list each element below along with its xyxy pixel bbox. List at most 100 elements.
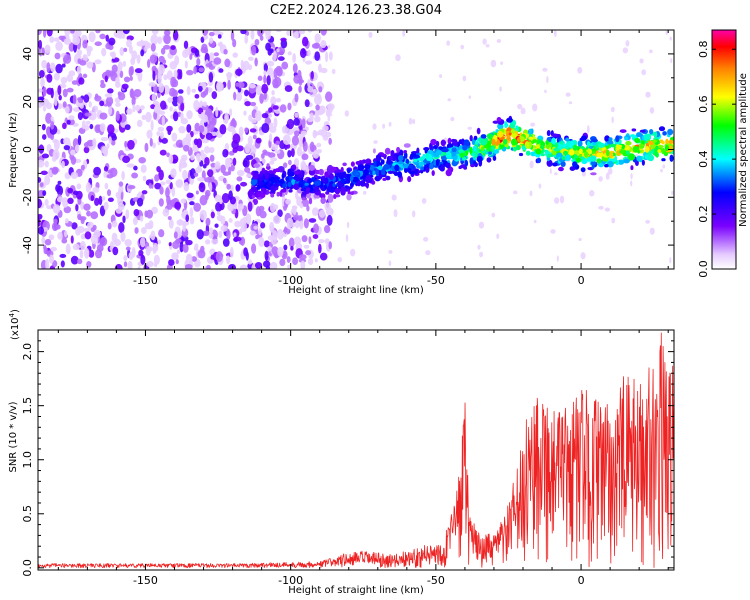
spectrogram-ridge-cell [518,152,524,157]
spectrogram-noise-cell [248,56,254,61]
snr-x-axis-label: Height of straight line (km) [288,585,424,596]
spectrogram-ridge-cell [403,152,408,160]
spectrogram-noise-cell [182,243,189,253]
spectrogram-ridge-cell [267,170,274,174]
spectrogram-noise-cell [227,126,236,132]
spectrogram-noise-cell [275,140,281,145]
spectrogram-noise-cell [283,226,288,234]
spectrogram-noise-cell [344,110,350,117]
spectrogram-ridge-cell [590,155,597,162]
spectrogram-noise-cell [309,112,314,122]
spectrogram-noise-cell [529,160,534,169]
spectrogram-noise-cell [172,241,180,250]
spectrogram-noise-cell [171,132,178,142]
spectrogram-noise-cell [318,243,322,254]
spectrogram-noise-cell [328,51,333,61]
spectrogram-noise-cell [78,77,85,85]
spectrogram-noise-cell [98,195,103,206]
spectrogram-noise-cell [55,224,61,230]
spectrogram-noise-cell [66,87,74,93]
spectrogram-noise-cell [70,171,78,180]
spectrogram-noise-cell [362,190,367,195]
spectrogram-noise-cell [166,70,173,80]
colorbar: 0.0 0.2 0.4 0.6 0.8 Normalized spectral ampl… [697,29,749,278]
spectrogram-noise-cell [331,68,336,75]
colorbar-tick-label: 0.6 [697,95,710,113]
spectrogram-noise-cell [138,249,144,257]
spectrogram-noise-cell [99,33,106,40]
spectrogram-ridge-cell [349,182,354,188]
spectrogram-noise-cell [161,116,166,127]
spectrogram-noise-cell [83,203,91,211]
spectrogram-noise-cell [108,106,113,116]
spectrogram-noise-cell [84,112,92,117]
spectrogram-noise-cell [266,75,271,86]
spectrogram-noise-cell [100,82,106,89]
spectrogram-noise-cell [232,39,237,48]
spectrogram-ridge-cell [458,149,465,154]
spectrogram-noise-cell [60,76,68,84]
spectrogram-noise-cell [72,107,81,112]
spectrogram-ridge-cell [508,132,512,136]
spectrogram-noise-cell [77,258,83,265]
spectrogram-noise-cell [137,70,143,82]
spectrogram-noise-cell [306,205,310,212]
spectrogram-noise-cell [99,236,108,247]
spectrogram-ridge-cell [549,153,554,158]
spectrogram-noise-cell [67,187,74,194]
spectrogram-noise-cell [286,30,291,37]
spectrogram-ridge-cell [638,142,645,149]
spectrogram-ridge-cell [579,137,586,142]
spectrogram-noise-cell [274,149,281,154]
spectrogram-ridge-cell [387,170,394,174]
spectrogram-noise-cell [291,135,300,146]
spectrogram-noise-cell [136,197,144,207]
spectrogram-noise-cell [57,85,62,96]
spectrogram-ridge-cell [308,164,315,171]
spectrogram-noise-cell [157,239,161,245]
spectrogram-noise-cell [327,113,333,117]
spectrogram-ridge-cell [396,146,401,153]
spectrogram-ridge-cell [606,160,614,168]
spectrogram-ridge-cell [270,193,275,198]
spectrogram-ridge-cell [338,172,345,180]
spectrogram-noise-cell [88,101,92,108]
spectrogram-noise-cell [269,125,277,133]
spectrogram-ridge-cell [553,147,560,152]
spectrogram-noise-cell [314,258,318,263]
spectrogram-noise-cell [71,222,78,230]
spectrogram-ridge-cell [293,183,300,190]
spectrogram-noise-cell [293,118,300,126]
spectrogram-noise-cell [49,36,55,43]
spectrogram-noise-cell [202,230,210,237]
spectrogram-noise-cell [44,44,51,54]
spectrogram-ridge-cell [357,164,365,171]
spectrogram-noise-cell [222,238,230,247]
spectrogram-ridge-cell [608,137,613,141]
spectrogram-noise-cell [209,154,215,162]
spectrogram-noise-cell [172,111,179,122]
spectrogram-noise-cell [38,70,45,78]
spectrogram-noise-cell [272,215,281,225]
spectrogram-noise-cell [186,110,193,120]
snr-frame [37,329,675,571]
spectrogram-noise-cell [301,36,309,47]
spectrogram-noise-cell [161,137,169,144]
spectrogram-ridge-cell [634,137,641,144]
spectrogram-noise-cell [142,175,147,182]
spectrogram-noise-cell [124,124,131,131]
spectrogram-noise-cell [421,197,427,204]
spectrogram-noise-cell [208,117,216,125]
spectrogram-noise-cell [137,265,141,269]
spectrogram-noise-cell [85,182,92,193]
spectrogram-noise-cell [152,70,156,81]
spectrogram-noise-cell [272,83,279,89]
spectrogram-ridge-cell [287,159,292,166]
spectrogram-noise-cell [88,31,96,43]
colorbar-gradient [711,29,737,270]
spectrogram-noise-cell [327,193,334,203]
spectrogram-noise-cell [178,218,182,226]
spectrogram-ridge-cell [365,181,369,189]
spectrogram-noise-cell [294,219,300,229]
spectrogram-noise-cell [247,259,253,265]
